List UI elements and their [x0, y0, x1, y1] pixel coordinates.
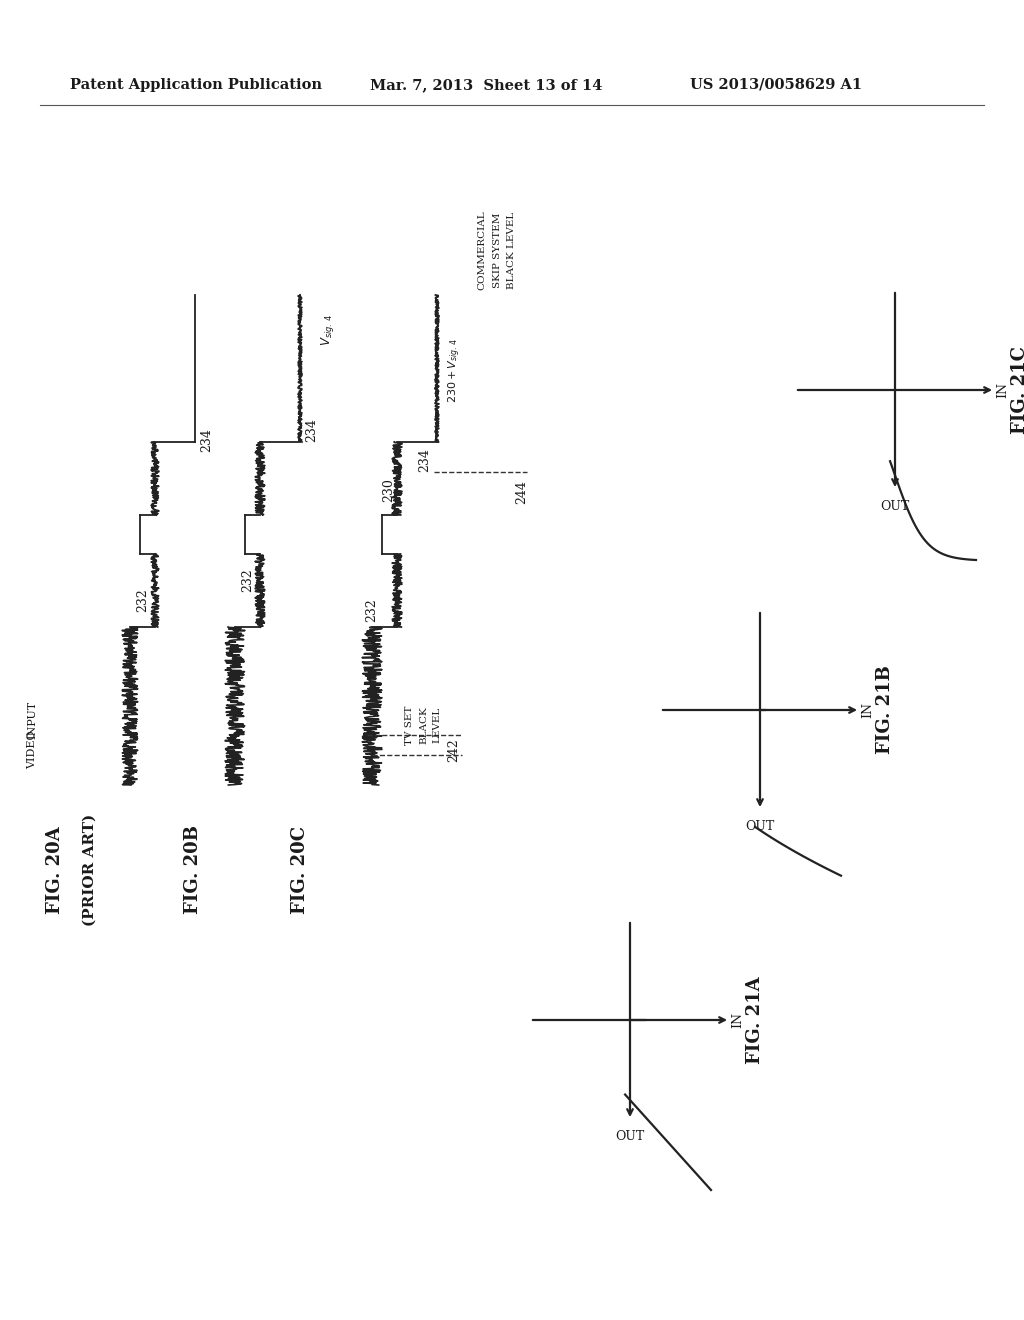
Text: OUT: OUT — [745, 820, 774, 833]
Text: IN: IN — [731, 1012, 744, 1028]
Text: (PRIOR ART): (PRIOR ART) — [83, 814, 97, 927]
Text: 244: 244 — [515, 480, 528, 504]
Text: FIG. 21B: FIG. 21B — [876, 665, 894, 755]
Text: 232: 232 — [366, 598, 379, 622]
Text: US 2013/0058629 A1: US 2013/0058629 A1 — [690, 78, 862, 92]
Text: 232: 232 — [136, 589, 150, 612]
Text: $V_{sig.\,4}$: $V_{sig.\,4}$ — [319, 314, 337, 346]
Text: Patent Application Publication: Patent Application Publication — [70, 78, 322, 92]
Text: FIG. 21A: FIG. 21A — [746, 977, 764, 1064]
Text: OUT: OUT — [615, 1130, 645, 1143]
Text: COMMERCIAL: COMMERCIAL — [477, 210, 486, 290]
Text: IN: IN — [996, 381, 1010, 399]
Text: OUT: OUT — [881, 500, 909, 513]
Text: 234: 234 — [305, 418, 318, 442]
Text: FIG. 20B: FIG. 20B — [184, 825, 202, 915]
Text: TV SET: TV SET — [406, 705, 415, 744]
Text: FIG. 21C: FIG. 21C — [1011, 346, 1024, 434]
Text: Mar. 7, 2013  Sheet 13 of 14: Mar. 7, 2013 Sheet 13 of 14 — [370, 78, 602, 92]
Text: VIDEO: VIDEO — [27, 731, 37, 770]
Text: BLACK: BLACK — [420, 706, 428, 744]
Text: 230: 230 — [383, 478, 395, 502]
Text: $230+V_{sig.\,4}$: $230+V_{sig.\,4}$ — [446, 338, 463, 403]
Text: 234: 234 — [201, 428, 213, 451]
Text: BLACK LEVEL: BLACK LEVEL — [508, 211, 516, 289]
Text: INPUT: INPUT — [27, 701, 37, 739]
Text: LEVEL: LEVEL — [432, 708, 441, 743]
Text: 234: 234 — [419, 447, 431, 473]
Text: FIG. 20A: FIG. 20A — [46, 826, 63, 913]
Text: FIG. 20C: FIG. 20C — [291, 826, 309, 913]
Text: SKIP SYSTEM: SKIP SYSTEM — [493, 213, 502, 288]
Text: IN: IN — [861, 702, 874, 718]
Text: 232: 232 — [242, 568, 255, 591]
Text: 242: 242 — [447, 738, 461, 762]
